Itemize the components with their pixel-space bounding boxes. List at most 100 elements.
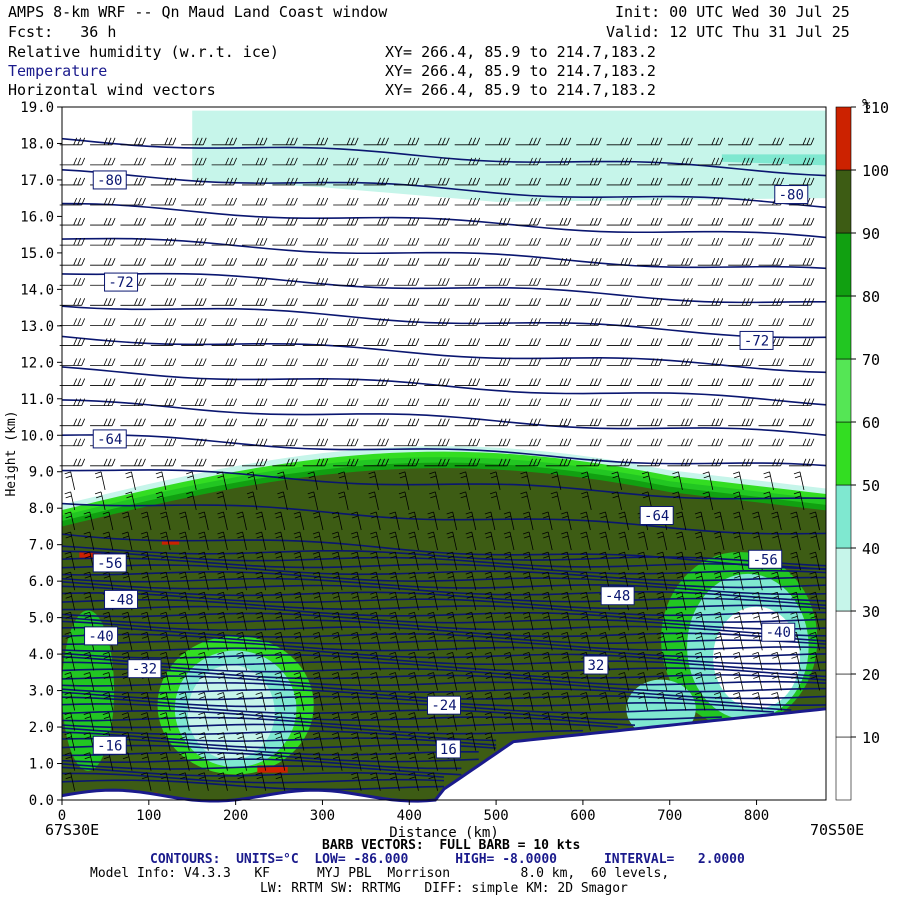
wind-barb (728, 177, 754, 186)
wind-barb (728, 378, 754, 386)
wind-barb (302, 378, 329, 386)
wind-barb (236, 551, 247, 571)
temperature-contour (61, 766, 445, 778)
wind-barb (90, 197, 116, 206)
contour-label: -56 (753, 552, 778, 568)
wind-barb (637, 438, 663, 447)
y-tick-label: 3.0 (29, 684, 54, 700)
wind-barb (728, 398, 754, 407)
wind-barb (83, 752, 95, 771)
wind-barb (675, 591, 687, 611)
wind-barb (503, 712, 515, 731)
y-tick-label: 9.0 (29, 465, 54, 481)
wind-barb (561, 571, 572, 591)
temperature-contour (61, 655, 827, 678)
wind-barb (272, 157, 298, 166)
wind-barb (672, 491, 683, 511)
wind-barb (181, 177, 207, 186)
wind-barb (427, 591, 438, 611)
wind-barb (363, 398, 389, 407)
wind-barb (393, 237, 420, 246)
temperature-contour (61, 545, 827, 567)
wind-barb (179, 752, 190, 771)
wind-barb (545, 378, 572, 386)
wind-barb (198, 672, 209, 691)
colorbar-bin (835, 484, 852, 549)
wind-barb (454, 197, 481, 206)
wind-barb (140, 511, 152, 531)
wind-barb (140, 752, 152, 771)
wind-barb (64, 591, 76, 611)
wind-barb (211, 197, 237, 206)
colorbar-bin (835, 610, 852, 675)
wind-barb (656, 692, 668, 711)
wind-barb (160, 611, 171, 631)
wind-barb (788, 137, 815, 146)
rh-upper-band (192, 110, 826, 202)
wind-barb (599, 511, 610, 531)
wind-barb (120, 157, 146, 166)
wind-barb (667, 358, 693, 366)
wind-barb (236, 571, 247, 591)
wind-barb (606, 237, 633, 246)
wind-barb (274, 752, 286, 771)
wind-barb (702, 491, 714, 511)
wind-barb (611, 491, 623, 511)
wind-barb (351, 652, 362, 671)
wind-barb (274, 511, 286, 531)
wind-barb (274, 732, 286, 751)
wind-barb (576, 258, 602, 266)
wind-barb (656, 631, 668, 651)
wind-barb (542, 652, 553, 671)
wind-barb (485, 458, 511, 467)
wind-barb (576, 137, 602, 146)
wind-barb (515, 318, 541, 326)
wind-barb (713, 511, 725, 531)
wind-barb (465, 551, 477, 571)
wind-barb (94, 471, 106, 490)
wind-barb (793, 491, 805, 511)
contour-label: -24 (431, 698, 456, 714)
wind-barb (90, 378, 116, 386)
wind-barb (733, 591, 744, 611)
wind-barb (64, 491, 76, 511)
wind-barb (697, 378, 724, 386)
wind-barb (606, 197, 633, 206)
wind-barb (656, 551, 668, 571)
wind-barb (255, 692, 267, 711)
wind-barb (503, 692, 515, 711)
wind-barb (198, 692, 209, 711)
wind-barb (120, 338, 146, 346)
wind-barb (576, 458, 602, 467)
wind-barb (255, 631, 267, 651)
wind-barb (618, 551, 629, 571)
wind-barb (389, 551, 400, 571)
wind-barb (697, 157, 724, 166)
wind-barb (370, 591, 381, 611)
wind-barb (515, 458, 541, 467)
wind-barb (179, 591, 190, 611)
wind-barb (728, 438, 754, 447)
wind-barb (302, 458, 329, 467)
wind-barb (611, 471, 623, 490)
wind-barb (120, 197, 146, 206)
temperature-contour (61, 633, 827, 651)
wind-barb (424, 177, 450, 186)
temperature-contour (61, 652, 827, 672)
wind-barb (331, 511, 343, 531)
wind-barb (752, 652, 763, 671)
wind-barb (454, 378, 481, 386)
wind-barb (454, 338, 481, 346)
wind-barb (211, 358, 237, 366)
field-xy-temp: XY= 266.4, 85.9 to 214.7,183.2 (385, 62, 656, 80)
wind-barb (454, 258, 481, 266)
wind-barb (809, 511, 820, 531)
contour-label: -48 (108, 592, 133, 608)
x-tick-label: 500 (483, 808, 508, 824)
wind-barb (446, 611, 458, 631)
wind-barb (217, 652, 228, 671)
wind-barb (150, 318, 177, 326)
wind-barb (121, 631, 133, 651)
wind-barb (333, 398, 359, 407)
